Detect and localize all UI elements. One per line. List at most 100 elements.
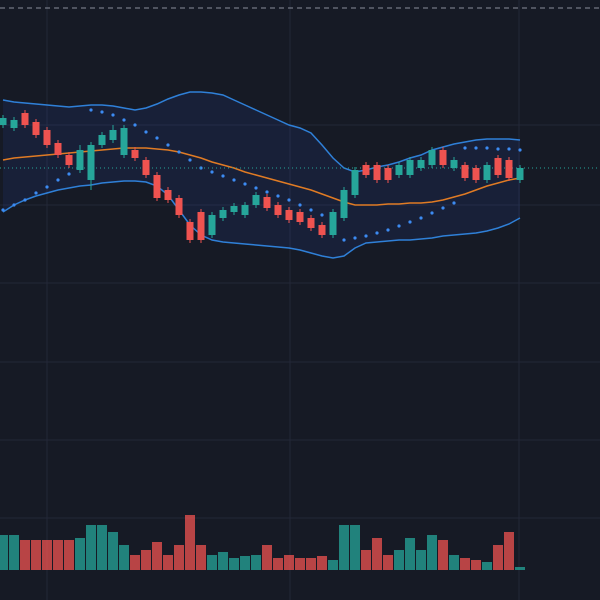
sar-dot: [430, 211, 434, 215]
volume-bar: [482, 562, 492, 570]
candle-body: [439, 150, 447, 165]
sar-dot: [353, 236, 357, 240]
sar-dot: [210, 170, 214, 174]
candle-body: [230, 206, 238, 212]
candle-body: [307, 218, 315, 228]
volume-bar: [449, 555, 459, 570]
sar-dot: [342, 238, 346, 242]
candle-body: [87, 145, 95, 180]
sar-dot: [485, 146, 489, 150]
upper-band: [2, 91, 521, 173]
sar-dot: [232, 178, 236, 182]
volume-bar: [42, 540, 52, 570]
volume-bar: [163, 555, 173, 570]
candle-body: [340, 190, 348, 218]
candle-body: [131, 150, 139, 158]
sar-dot: [122, 118, 126, 122]
candle-body: [98, 135, 106, 145]
sar-dot: [243, 182, 247, 186]
sar-dot: [1, 208, 5, 212]
volume-bar: [306, 558, 316, 570]
volume-bar: [9, 535, 19, 570]
volume-bar: [515, 567, 525, 570]
candle-body: [318, 225, 326, 235]
candle-body: [296, 212, 304, 222]
volume-bar: [460, 558, 470, 570]
volume-bar: [339, 525, 349, 570]
candle-body: [21, 113, 29, 125]
volume-bar: [0, 535, 8, 570]
volume-bar: [295, 558, 305, 570]
lower-band: [2, 180, 521, 259]
volume-bar: [64, 540, 74, 570]
candle-body: [197, 212, 205, 240]
sar-dot: [100, 110, 104, 114]
sar-dot: [364, 234, 368, 238]
sar-dot: [89, 108, 93, 112]
volume-bar: [394, 550, 404, 570]
candle-body: [142, 160, 150, 175]
volume-bar: [361, 550, 371, 570]
candle-body: [32, 122, 40, 135]
volume-bar: [262, 545, 272, 570]
candle-body: [186, 222, 194, 240]
candle-body: [10, 120, 18, 128]
sar-dot: [221, 174, 225, 178]
sar-dot: [408, 220, 412, 224]
sar-dot: [518, 148, 522, 152]
sar-dot: [265, 190, 269, 194]
sar-dot: [309, 208, 313, 212]
candle-body: [351, 170, 359, 195]
volume-bar: [383, 555, 393, 570]
sar-dot: [287, 198, 291, 202]
candle-body: [0, 118, 7, 125]
candle-body: [241, 205, 249, 215]
sar-dot: [34, 191, 38, 195]
volume-bar: [97, 525, 107, 570]
sar-dot: [276, 194, 280, 198]
candle-body: [263, 197, 271, 208]
candle-body: [285, 210, 293, 220]
candle-body: [153, 175, 161, 198]
sar-dot: [375, 231, 379, 235]
volume-bar: [86, 525, 96, 570]
volume-bar: [504, 532, 514, 570]
sar-dot: [397, 224, 401, 228]
candle-body: [406, 160, 414, 175]
volume-bar: [119, 545, 129, 570]
volume-bar: [240, 556, 250, 570]
candle-body: [362, 165, 370, 175]
volume-bar: [438, 540, 448, 570]
volume-bar: [174, 545, 184, 570]
sar-dot: [452, 201, 456, 205]
candle-body: [252, 195, 260, 205]
candle-body: [472, 168, 480, 180]
candle-body: [329, 212, 337, 235]
sar-dot: [56, 178, 60, 182]
sar-dot: [133, 123, 137, 127]
sar-dot: [23, 198, 27, 202]
sar-dot: [463, 146, 467, 150]
sar-dot: [144, 130, 148, 134]
sar-dot: [254, 186, 258, 190]
candle-body: [417, 160, 425, 168]
sar-dot: [177, 150, 181, 154]
volume-bar: [20, 540, 30, 570]
sar-dot: [507, 147, 511, 151]
sar-dot: [419, 216, 423, 220]
candle-body: [516, 168, 524, 180]
sar-dot: [474, 146, 478, 150]
candle-body: [175, 198, 183, 215]
volume-bar: [251, 555, 261, 570]
volume-bar: [75, 538, 85, 570]
candle-body: [450, 160, 458, 168]
sar-dot: [386, 228, 390, 232]
volume-bar: [207, 555, 217, 570]
sar-dot: [67, 172, 71, 176]
volume-bar: [372, 538, 382, 570]
volume-bar: [493, 545, 503, 570]
candle-body: [505, 160, 513, 178]
volume-bar: [416, 550, 426, 570]
